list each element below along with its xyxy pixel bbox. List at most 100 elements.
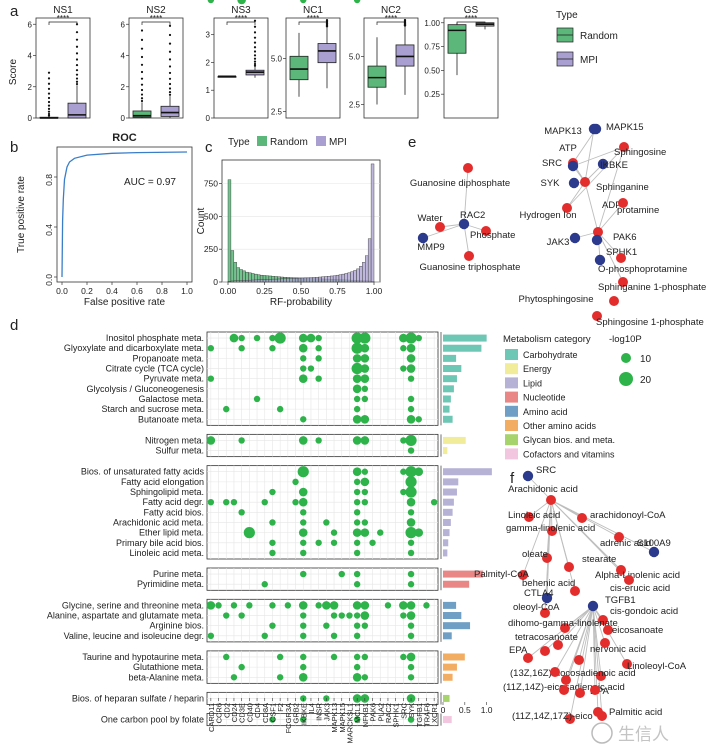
a-subplot-title: NS2 [146,5,166,16]
a-outlier [253,31,257,34]
d-pathway-label: Sulfur meta. [155,446,204,456]
d-pathway-label: Bios. of heparan sulfate / heparin [72,693,204,703]
network_f-node [614,532,624,542]
d-dot [261,498,268,506]
a-outlier [47,110,51,113]
d-size-label: 20 [640,375,652,386]
a-outlier [140,77,144,80]
network_e-node [562,203,572,213]
d-pathway-bar [443,694,450,702]
c-bar-mpi [300,277,305,283]
a-outlier [140,55,144,59]
a-outlier [47,77,51,80]
d-dot [238,663,245,671]
network_e-node-label: Sphinganine [596,182,649,193]
network_f-node [523,653,533,663]
d-dot [361,385,369,393]
panel-letter-e: e [408,134,416,151]
network_f-node-label: oleate [522,549,548,560]
network_f-node [575,688,585,698]
a-outlier [47,107,51,110]
d-legend: Metabolism category Carbohydrate Energy Lip… [503,334,652,460]
d-gene-label: CARD11 [207,703,216,732]
a-outlier [75,23,79,26]
c-bar-mpi [321,276,325,283]
network_e-node-label: protamine [617,205,659,216]
d-dot [206,601,216,610]
a-outlier [253,46,257,49]
a-signif-stars: **** [235,14,247,23]
d-dot [352,467,362,477]
network_f-edge [550,499,655,553]
network_e-node [609,296,619,306]
d-pathway-label: Pyrimidine meta. [137,579,204,589]
d-dot [353,612,361,619]
d-dot [406,652,416,662]
d-dot [300,663,307,671]
d-dot [353,539,361,546]
a-tick-label: 2.5 [349,101,361,110]
d-size-key-large [619,372,633,386]
network_e-node [592,311,602,321]
a-plot-frame [35,17,91,119]
d-legend-key [505,363,518,375]
c-bar-mpi [245,280,249,283]
d-bar-tick-label: 0.5 [459,705,471,715]
network_f-node-label: nervonic acid [590,644,646,655]
a-box-body [367,65,387,88]
network_e-edge [566,181,586,209]
d-dot [400,437,407,444]
a-outlier [75,73,79,76]
d-legend-key [505,391,518,403]
network_e-node-label: Guanosine diphosphate [410,178,510,189]
a-outlier [253,64,257,67]
d-dot [406,497,416,507]
a-outlier [75,31,79,34]
d-dot [407,395,415,403]
d-dot [352,601,362,610]
a-outlier [47,100,51,104]
network_e-edge [422,223,465,239]
d-gene-label: CD8A [261,703,270,723]
d-gene-label: MCL1 [353,703,362,723]
d-dot [300,365,307,372]
a-subplot-gs: GS 0.25 0.50 0.75 1.00 **** [424,5,499,119]
d-dot [360,414,370,424]
d-dot [407,405,415,413]
network_e-node [417,232,429,244]
d-dot [300,612,307,619]
d-dot [230,602,238,609]
network_e-node [591,234,603,246]
c-legend: Type Random MPI [228,136,347,148]
b-plot-frame [56,146,193,283]
network_e-node-label: Phytosphingosine [519,294,594,305]
d-dot [360,611,370,620]
d-dot [361,468,369,475]
d-legend-label: Nucleotide [523,393,566,403]
d-pathway-bar [443,601,457,609]
d-pathway-label: Galactose meta. [138,394,204,404]
network_f-node [561,675,571,685]
c-legend-title: Type [228,137,250,148]
c-bar-mpi [242,280,246,283]
a-tick-label: 0 [206,114,211,123]
d-dot [300,716,307,723]
network_f-node [540,646,550,656]
d-dot [353,488,361,496]
d-dot [400,345,407,352]
d-dot [300,519,307,526]
a-outlier [168,87,172,90]
a-outlier [75,69,79,72]
a-plot-frame [443,17,499,119]
d-dot [292,478,299,486]
a-outlier [47,114,51,117]
network_e-node-label: SPHK1 [606,247,637,258]
d-gene-label: CD2 [222,703,231,718]
d-dot [406,611,416,620]
d-gene-label: CD3E [238,703,247,723]
d-pathway-label: Taurine and hypotaurine meta. [82,652,204,662]
a-signif-stars: **** [150,14,162,23]
d-dot [353,716,361,723]
d-gene-label: PAK6 [369,703,378,722]
d-gene-label: TRAF6 [422,703,431,727]
